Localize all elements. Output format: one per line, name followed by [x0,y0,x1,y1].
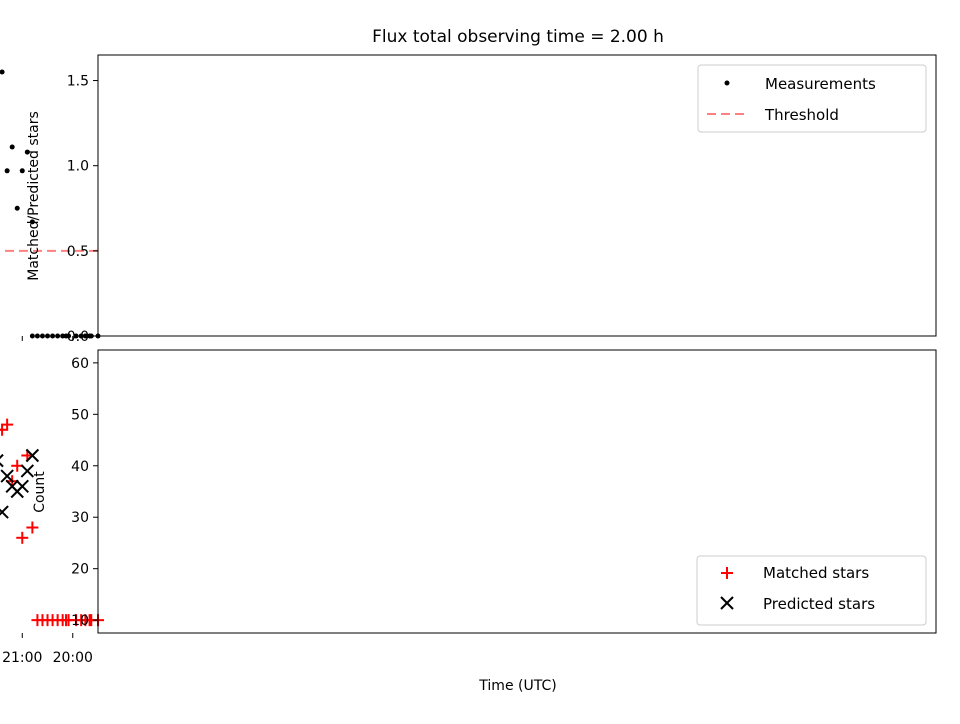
y-tick-label: 0.5 [67,244,89,260]
legend-measurements-label: Measurements [765,75,876,93]
y-tick-label: 1.0 [67,159,89,175]
y-tick-label: 40 [71,459,89,475]
predicted-stars-points [0,448,40,519]
measurement-point [34,333,40,339]
y-tick-label: 60 [71,356,89,372]
matched-star-point [16,531,29,544]
measurement-point [45,333,51,339]
measurement-point [82,333,88,339]
top-legend-box [697,64,927,133]
predicted-star-point [25,448,40,463]
top-legend: Measurements Threshold [697,64,927,133]
y-tick-label: 1.5 [67,74,89,90]
y-tick-label: 10 [71,613,89,629]
predicted-star-point [0,453,4,468]
predicted-star-point [0,505,9,519]
x-tick-label: 21:00 [2,650,42,666]
top-x-ticks [21,336,74,341]
matched-star-point [0,428,4,431]
legend-predicted-label: Predicted stars [763,595,875,613]
y-tick-label: 30 [71,510,89,526]
measurement-point [78,333,84,339]
measurement-point [60,333,66,339]
legend-matched-marker [721,567,733,579]
legend-measurements-marker [724,80,730,86]
bottom-legend: Matched stars Predicted stars [696,555,927,626]
measurement-point [29,333,35,339]
bottom-legend-box [696,555,927,626]
y-tick-label: 0.0 [67,329,89,345]
chart-title: Flux total observing time = 2.00 h [372,27,664,47]
measurement-point [0,69,5,75]
top-y-axis-label: Matched/Predicted stars [26,111,42,281]
predicted-star-point [20,464,35,478]
measurement-point [55,333,61,339]
x-axis-label: Time (UTC) [478,678,556,694]
bottom-y-ticks: 10 20 30 40 50 60 [71,356,98,629]
predicted-star-point [5,479,19,494]
measurement-point [29,219,35,225]
bottom-y-axis-label: Count [32,471,48,513]
legend-threshold-label: Threshold [764,106,839,124]
measurement-point [50,333,56,339]
measurement-point [19,168,25,174]
measurement-point [14,205,20,211]
measurement-point [73,333,79,339]
top-plot-frame [97,54,937,337]
measurement-point [9,144,15,150]
y-tick-label: 50 [71,407,89,423]
matched-star-point [31,614,44,627]
matched-star-point [1,418,14,431]
measurement-point [4,168,10,174]
predicted-star-point [0,469,14,483]
top-panel: Flux total observing time = 2.00 h 0.0 0.… [0,27,937,345]
legend-matched-label: Matched stars [763,564,869,582]
matched-star-point [26,521,39,534]
measurement-point [87,333,93,339]
y-tick-label: 20 [71,562,89,578]
measurement-point [24,149,30,155]
measurement-point [39,333,45,339]
x-tick-label: 20:00 [53,650,93,666]
legend-predicted-marker [720,596,734,610]
bottom-plot-frame [97,349,937,634]
